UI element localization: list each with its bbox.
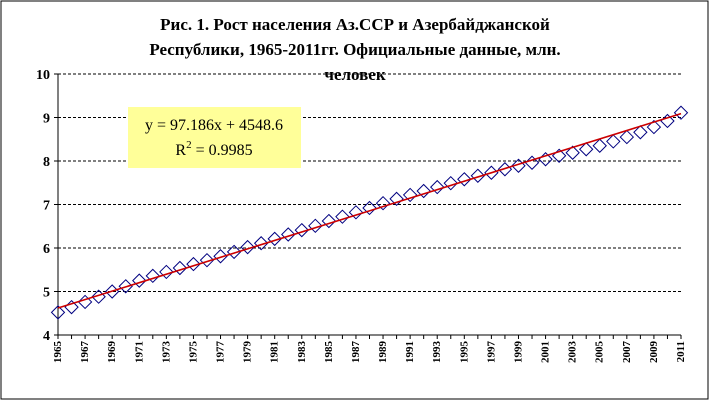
x-tick-label: 1975: [187, 341, 199, 364]
equation-text: y = 97.186x + 4548.6: [145, 117, 283, 134]
data-point: [430, 179, 445, 195]
x-tick-label: 2003: [567, 341, 579, 364]
data-point: [633, 125, 648, 140]
gridlines: [58, 73, 681, 292]
x-tick-label: 1987: [350, 341, 362, 364]
x-tick-label: 1993: [431, 341, 443, 364]
data-point: [294, 222, 309, 238]
data-point: [321, 213, 337, 229]
y-tick-label: 9: [43, 112, 50, 127]
data-point: [416, 183, 431, 199]
y-tick-label: 10: [36, 68, 50, 83]
data-point: [402, 187, 418, 203]
x-tick-label: 1997: [485, 341, 497, 364]
y-tick-label: 6: [43, 242, 50, 257]
x-tick-label: 1977: [215, 341, 227, 364]
data-point: [132, 273, 147, 288]
data-point: [50, 305, 66, 320]
equation-background: [128, 107, 301, 168]
data-point: [524, 155, 540, 170]
x-tick-label: 1965: [52, 341, 64, 364]
data-point: [253, 236, 269, 251]
data-point: [646, 119, 662, 135]
x-axis-ticks: 1965 1967 1969 1971 1973 1975 1977 1979 1981 1983…: [52, 335, 687, 363]
x-tick-label: 2011: [675, 341, 687, 362]
y-tick-label: 5: [43, 286, 50, 301]
y-tick-label: 7: [43, 199, 50, 214]
x-tick-label: 1989: [377, 341, 389, 364]
x-tick-label: 1999: [512, 341, 524, 364]
data-point: [606, 134, 621, 149]
x-tick-label: 1979: [242, 341, 254, 364]
data-point: [457, 172, 472, 187]
title-line-2: Республики, 1965-2011гг. Официальные дан…: [149, 40, 560, 59]
data-point: [348, 205, 364, 220]
x-tick-label: 1967: [79, 341, 91, 364]
r-squared-value: = 0.9985: [192, 142, 253, 159]
r-squared-superscript: 2: [186, 139, 192, 151]
data-point: [226, 244, 242, 260]
data-point: [389, 191, 404, 207]
data-point: [186, 256, 201, 272]
y-tick-label: 8: [43, 155, 50, 170]
data-point: [213, 249, 228, 264]
title-line-3: человек: [324, 65, 385, 84]
data-point: [673, 105, 689, 120]
data-point: [118, 279, 133, 294]
title-line-1: Рис. 1. Рост населения Аз.ССР и Азербайд…: [160, 15, 550, 34]
x-tick-label: 1971: [133, 341, 145, 363]
x-tick-label: 1991: [404, 341, 416, 363]
data-point: [267, 231, 282, 247]
data-point: [565, 145, 580, 160]
data-point: [172, 260, 188, 276]
y-tick-label: 4: [43, 329, 50, 344]
x-tick-label: 1995: [458, 341, 470, 364]
y-axis-ticks: 4 5 6 7 8 9 10: [36, 68, 58, 344]
data-point: [375, 195, 391, 211]
data-point: [77, 294, 93, 310]
x-tick-label: 2009: [648, 341, 660, 364]
x-tick-label: 1985: [323, 341, 335, 364]
x-tick-label: 1983: [296, 341, 308, 364]
data-point: [443, 175, 458, 191]
data-point: [619, 129, 635, 145]
data-point: [470, 168, 486, 183]
data-points: [50, 105, 689, 320]
x-tick-label: 2007: [621, 341, 633, 364]
data-point: [199, 252, 215, 268]
chart-title: Рис. 1. Рост населения Аз.ССР и Азербайд…: [149, 15, 560, 84]
data-point: [240, 239, 255, 255]
data-point: [362, 200, 377, 216]
data-point: [335, 209, 350, 224]
x-tick-label: 1981: [269, 341, 281, 363]
r-squared-symbol: R: [175, 142, 186, 159]
data-point: [578, 142, 594, 157]
data-point: [308, 218, 323, 234]
trendline: [57, 112, 682, 309]
x-tick-label: 1973: [160, 341, 172, 364]
equation-box: y = 97.186x + 4548.6 R2 = 0.9985: [128, 107, 301, 168]
r-squared-text: R2 = 0.9985: [175, 139, 252, 159]
data-point: [281, 227, 296, 242]
data-point: [145, 268, 161, 284]
x-tick-label: 1969: [106, 341, 118, 364]
x-tick-label: 2001: [540, 341, 552, 363]
data-point: [592, 138, 607, 153]
trendline-group: [57, 112, 682, 309]
x-tick-label: 2005: [594, 341, 606, 364]
data-point: [159, 264, 174, 280]
